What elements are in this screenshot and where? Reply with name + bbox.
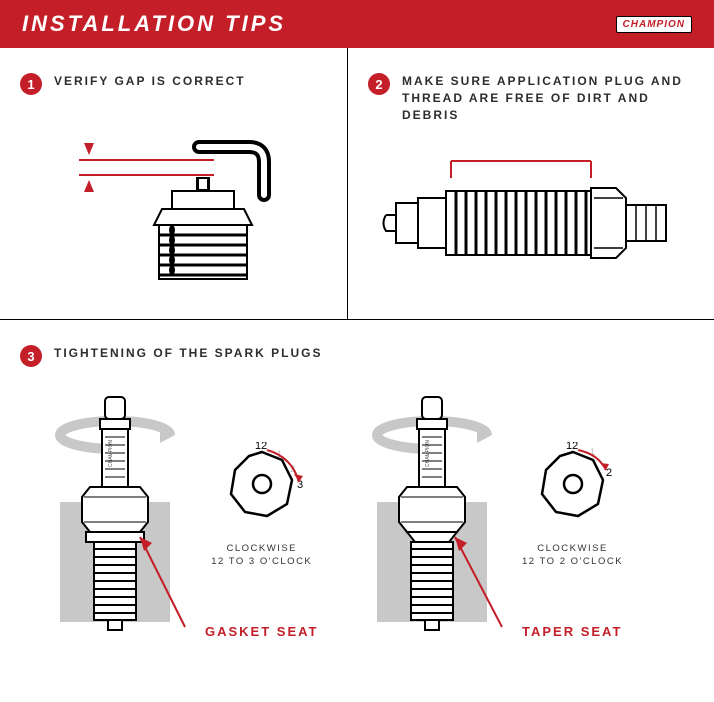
thread-diagram (368, 143, 694, 293)
taper-seat-label: TAPER SEAT (522, 624, 623, 639)
gasket-seat-label: GASKET SEAT (205, 624, 319, 639)
header-bar: INSTALLATION TIPS CHAMPION (0, 0, 714, 48)
gap-diagram (20, 115, 327, 285)
taper-clock: 12 2 1 CLOCKWISE12 TO 2 O'CLOCK (522, 442, 623, 569)
step-1-cell: 1 VERIFY GAP IS CORRECT (0, 48, 348, 319)
taper-section: CHAMPION (357, 387, 674, 677)
svg-text:2: 2 (606, 467, 612, 479)
svg-text:CHAMPION: CHAMPION (425, 440, 431, 467)
step-1-title: VERIFY GAP IS CORRECT (54, 73, 246, 90)
svg-text:12: 12 (255, 442, 267, 452)
svg-text:12: 12 (566, 442, 578, 452)
step-3-title: TIGHTENING OF THE SPARK PLUGS (54, 345, 322, 362)
step-1-header: 1 VERIFY GAP IS CORRECT (20, 73, 327, 95)
taper-clock-col: 12 2 1 CLOCKWISE12 TO 2 O'CLOCK TAPER SE… (522, 387, 623, 639)
gasket-clock: 12 3 1 2 CLOCKWISE12 TO 3 O'CLOCK (205, 442, 319, 569)
step-3-cell: 3 TIGHTENING OF THE SPARK PLUGS (0, 320, 714, 702)
svg-text:CHAMPION: CHAMPION (108, 440, 114, 467)
gasket-plug-illustration: CHAMPION (40, 387, 190, 677)
gasket-section: CHAMPION (40, 387, 357, 677)
step-3-header: 3 TIGHTENING OF THE SPARK PLUGS (20, 345, 694, 367)
taper-clock-label: CLOCKWISE12 TO 2 O'CLOCK (522, 542, 623, 569)
taper-plug-illustration: CHAMPION (357, 387, 507, 677)
brand-logo: CHAMPION (616, 16, 692, 33)
page-title: INSTALLATION TIPS (22, 11, 286, 37)
step-2-header: 2 MAKE SURE APPLICATION PLUG AND THREAD … (368, 73, 694, 123)
gasket-clock-col: 12 3 1 2 CLOCKWISE12 TO 3 O'CLOCK GASKET… (205, 387, 319, 639)
top-row: 1 VERIFY GAP IS CORRECT (0, 48, 714, 320)
plugs-row: CHAMPION (20, 387, 694, 677)
step-1-badge: 1 (20, 73, 42, 95)
step-2-cell: 2 MAKE SURE APPLICATION PLUG AND THREAD … (348, 48, 714, 319)
content: 1 VERIFY GAP IS CORRECT (0, 48, 714, 702)
gasket-clock-label: CLOCKWISE12 TO 3 O'CLOCK (211, 542, 312, 569)
step-2-title: MAKE SURE APPLICATION PLUG AND THREAD AR… (402, 73, 694, 123)
step-3-badge: 3 (20, 345, 42, 367)
step-2-badge: 2 (368, 73, 390, 95)
